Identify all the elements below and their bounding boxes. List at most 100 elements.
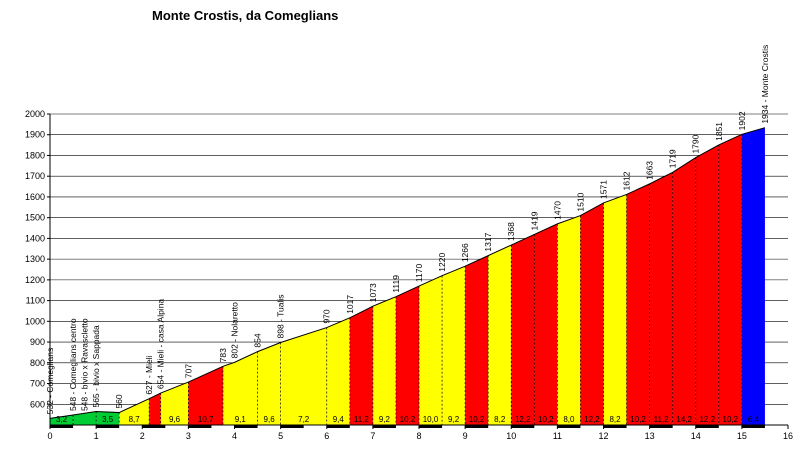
- y-tick-label: 1900: [25, 130, 45, 140]
- km-bar-black: [511, 425, 535, 428]
- gradient-label: 9,6: [264, 415, 276, 424]
- point-label: 1170: [414, 264, 424, 283]
- profile-outline: [49, 127, 766, 419]
- gradient-label: 3,2: [56, 415, 68, 424]
- gradient-segment: [188, 366, 223, 425]
- gradient-label: 9,1: [235, 415, 247, 424]
- gradient-segment: [534, 223, 558, 425]
- gradient-label: 12,2: [584, 415, 600, 424]
- gradient-label: 10,7: [198, 415, 214, 424]
- gradient-segment: [395, 286, 419, 425]
- y-tick-label: 1300: [25, 254, 45, 264]
- gradient-segment: [626, 183, 650, 425]
- point-label: 1851: [714, 122, 724, 141]
- km-bar-black: [603, 425, 627, 428]
- point-label: 1470: [552, 201, 562, 220]
- point-label: 970: [322, 309, 332, 323]
- gradient-label: 6,4: [748, 415, 760, 424]
- km-bar-black: [465, 425, 489, 428]
- gradient-segment: [741, 127, 765, 426]
- km-bar-black: [280, 425, 304, 428]
- y-tick-label: 2000: [25, 109, 45, 119]
- gradient-segment: [222, 351, 258, 425]
- gradient-segment: [119, 398, 150, 425]
- gradient-label: 10,0: [423, 415, 439, 424]
- km-bar-black: [372, 425, 396, 428]
- point-label: 627 - Mieli: [144, 355, 154, 394]
- gradient-label: 12,2: [515, 415, 531, 424]
- profile-line: [49, 127, 766, 419]
- point-label: 548 - bivio x Ravascletto: [80, 318, 90, 411]
- y-tick-label: 600: [30, 399, 45, 409]
- gradient-segment: [580, 202, 604, 425]
- x-tick-label: 6: [324, 431, 329, 441]
- point-label: 1719: [668, 149, 678, 168]
- x-tick-label: 1: [94, 431, 99, 441]
- x-tick-label: 13: [645, 431, 655, 441]
- gradient-label: 10,2: [400, 415, 416, 424]
- point-label: 565 - bivio x Sappada: [91, 325, 101, 407]
- point-label: 1266: [460, 243, 470, 262]
- gradient-segment: [96, 411, 120, 425]
- point-label: 1119: [391, 275, 401, 293]
- x-tick-label: 14: [691, 431, 701, 441]
- point-label: 707: [183, 364, 193, 378]
- km-bar-black: [188, 425, 212, 428]
- gradient-label: 8,2: [609, 415, 621, 424]
- point-label: 854: [253, 333, 263, 347]
- km-bar-black: [741, 425, 765, 428]
- gradient-label: 10,2: [630, 415, 646, 424]
- y-tick-label: 1800: [25, 150, 45, 160]
- point-label: 1663: [645, 161, 655, 180]
- gradient-label: 8,0: [563, 415, 575, 424]
- y-tick-label: 1000: [25, 316, 45, 326]
- km-bar-black: [96, 425, 120, 428]
- x-tick-label: 7: [370, 431, 375, 441]
- gradient-label: 9,6: [169, 415, 181, 424]
- x-tick-label: 15: [737, 431, 747, 441]
- point-label: 1317: [483, 232, 493, 251]
- x-tick-label: 2: [140, 431, 145, 441]
- gradient-label: 12,2: [699, 415, 715, 424]
- x-tick-label: 0: [47, 431, 52, 441]
- gradient-segment: [442, 266, 466, 425]
- y-tick-label: 1700: [25, 171, 45, 181]
- point-label: 802 - Nolaretto: [230, 302, 240, 358]
- point-label: 783: [218, 348, 228, 362]
- gradient-label: 8,2: [494, 415, 506, 424]
- x-tick-label: 8: [416, 431, 421, 441]
- x-tick-label: 4: [232, 431, 237, 441]
- point-label: 1612: [622, 171, 632, 190]
- segment-dividers: [72, 134, 743, 425]
- point-label: 1902: [737, 111, 747, 130]
- km-bar-black: [557, 425, 581, 428]
- km-bar-black: [142, 425, 166, 428]
- gradient-label: 3,5: [102, 415, 114, 424]
- point-label: 1934 - Monte Crostis: [760, 45, 770, 124]
- point-label: 1073: [368, 283, 378, 302]
- point-label: 1220: [437, 253, 447, 272]
- point-label: 1017: [345, 295, 355, 314]
- gradient-segment: [372, 296, 396, 425]
- point-label: 1510: [575, 192, 585, 211]
- gradient-segment: [149, 393, 161, 425]
- km-bar-black: [326, 425, 350, 428]
- gradient-segment: [73, 411, 97, 425]
- x-tick-label: 10: [506, 431, 516, 441]
- km-bar-black: [419, 425, 443, 428]
- y-tick-label: 1500: [25, 213, 45, 223]
- km-bar-black: [50, 425, 74, 428]
- gradient-segment: [488, 245, 512, 425]
- y-tick-label: 1400: [25, 233, 45, 243]
- point-labels: 532 - Comeglians 548 - Comeglians centro 5…: [45, 45, 770, 415]
- y-tick-label: 900: [30, 337, 45, 347]
- gradient-label: 10,2: [723, 415, 739, 424]
- gradient-segment: [649, 172, 673, 425]
- chart-title: Monte Crostis, da Comeglians: [152, 8, 338, 23]
- gradient-label: 14,2: [676, 415, 692, 424]
- x-tick-label: 12: [598, 431, 608, 441]
- gradient-label: 9,2: [379, 415, 391, 424]
- axis-ticks: 6007008009001000110012001300140015001600…: [25, 109, 793, 441]
- gradient-segment: [718, 134, 742, 425]
